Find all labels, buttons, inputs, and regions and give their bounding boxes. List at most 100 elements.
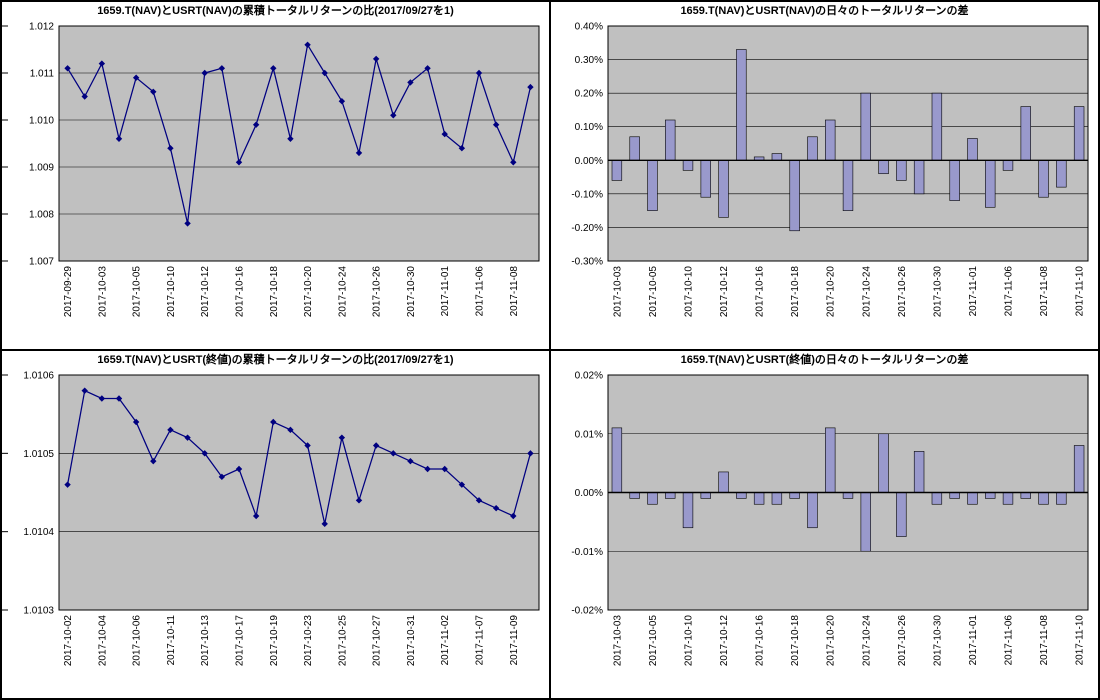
diamond-marker: [510, 159, 517, 166]
bar: [1020, 492, 1031, 499]
y-tick-label: -0.30%: [571, 257, 603, 268]
diamond-marker: [201, 69, 208, 77]
diamond-marker: [338, 434, 346, 441]
bar: [825, 119, 836, 161]
x-tick-label: 2017-10-19: [269, 615, 280, 667]
x-tick-label: 2017-11-06: [475, 266, 486, 317]
diamond-marker: [184, 220, 191, 227]
bar: [771, 492, 783, 505]
x-tick-label: 2017-10-12: [719, 266, 730, 318]
bar: [718, 471, 729, 493]
y-axis-labels: 0.02% 0.01% 0.00% -0.01% -0.02%: [571, 371, 603, 617]
bar: [807, 492, 818, 529]
x-tick-label: 2017-10-30: [932, 615, 943, 667]
y-tick-label: 1.0104: [23, 527, 54, 538]
bar: [789, 492, 800, 499]
line-series: [67, 43, 532, 224]
bar: [949, 492, 960, 499]
diamond-marker: [390, 450, 397, 457]
diamond-marker: [218, 473, 226, 481]
x-tick-label: 2017-10-05: [132, 266, 143, 318]
plot-area: [59, 26, 539, 261]
x-tick-label: 2017-11-01: [968, 615, 979, 666]
plot-border: [58, 374, 540, 611]
x-tick-label: 2017-10-24: [861, 266, 872, 318]
diamond-marker: [252, 512, 260, 520]
diamond-marker: [527, 83, 534, 91]
diamond-marker: [287, 135, 294, 142]
line-series: [66, 389, 532, 524]
y-tick-label: 0.20%: [575, 89, 603, 100]
x-tick-label: 2017-10-05: [648, 615, 659, 667]
chart-title: 1659.T(NAV)とUSRT(NAV)の累積トータルリターンの比(2017/…: [97, 5, 454, 17]
x-tick-label: 2017-10-10: [166, 266, 177, 318]
bar: [842, 159, 854, 211]
bar: [896, 492, 907, 537]
x-tick-label: 2017-11-10: [1075, 615, 1086, 666]
plot-area: [59, 375, 539, 610]
x-tick-label: 2017-09-29: [63, 266, 74, 318]
y-axis-labels: 0.40% 0.30% 0.20% 0.10% 0.00% -0.10% -0.20% -0.…: [571, 22, 603, 268]
x-tick-label: 2017-11-09: [509, 615, 520, 666]
x-tick-label: 2017-11-01: [968, 266, 979, 317]
bar: [1056, 492, 1067, 505]
diamond-marker: [338, 98, 346, 105]
bar: [860, 492, 871, 552]
x-tick-label: 2017-10-20: [826, 615, 837, 667]
diamond-marker: [132, 418, 140, 426]
y-tick-label: -0.01%: [571, 547, 603, 558]
bar: [682, 492, 694, 529]
diamond-marker: [167, 145, 174, 152]
bar: [1073, 106, 1085, 161]
x-tick-label: 2017-10-24: [337, 266, 348, 318]
y-tick-label: 1.011: [30, 69, 55, 80]
plot-border: [607, 25, 1089, 262]
bar: [1038, 492, 1049, 505]
diamond-marker: [150, 457, 157, 465]
bar: [700, 159, 711, 198]
bar: [913, 159, 925, 195]
diamond-marker: [304, 442, 311, 449]
bar: [611, 427, 623, 493]
y-tick-label: 0.01%: [575, 429, 603, 440]
diamond-marker: [424, 65, 431, 72]
diamond-marker: [201, 450, 208, 457]
diamond-marker: [218, 65, 226, 72]
diamond-marker: [475, 69, 483, 77]
bar: [611, 159, 623, 181]
diamond-marker: [132, 74, 140, 81]
bar: [665, 492, 676, 499]
edge-ticks: [2, 25, 8, 262]
diamond-marker: [252, 121, 260, 128]
x-tick-label: 2017-10-12: [200, 266, 211, 318]
x-tick-label: 2017-11-06: [1004, 615, 1015, 666]
x-tick-label: 2017-11-02: [440, 615, 451, 666]
diamond-marker: [510, 512, 517, 520]
y-tick-label: -0.02%: [571, 606, 603, 617]
chart-title: 1659.T(NAV)とUSRT(終値)の累積トータルリターンの比(2017/0…: [97, 354, 454, 366]
x-tick-label: 2017-10-06: [132, 615, 143, 667]
bar-chart-canvas: 0.40% 0.30% 0.20% 0.10% 0.00% -0.10% -0.20% -0.…: [571, 22, 1089, 318]
y-tick-label: 1.0103: [23, 606, 54, 617]
bar: [647, 159, 658, 211]
diamond-marker: [287, 426, 294, 434]
y-tick-label: 0.00%: [575, 156, 603, 167]
bar: [842, 492, 854, 499]
x-tick-label: 2017-10-10: [684, 615, 695, 667]
diamond-marker: [407, 79, 414, 86]
bar: [1073, 445, 1085, 493]
bar: [949, 159, 960, 201]
x-tick-label: 2017-10-31: [406, 615, 417, 667]
bar: [629, 492, 640, 499]
y-axis-labels: 1.0106 1.0105 1.0104 1.0103: [23, 371, 54, 617]
diamond-marker: [372, 442, 380, 449]
x-tick-label: 2017-11-10: [1075, 266, 1086, 317]
x-tick-label: 2017-10-27: [372, 615, 383, 667]
x-axis-labels: 2017-09-29 2017-10-03 2017-10-05 2017-10-10…: [63, 266, 520, 318]
diamond-marker: [98, 395, 106, 402]
x-tick-label: 2017-10-16: [235, 266, 246, 318]
diamond-marker: [355, 149, 363, 157]
diamond-marker: [407, 457, 414, 465]
